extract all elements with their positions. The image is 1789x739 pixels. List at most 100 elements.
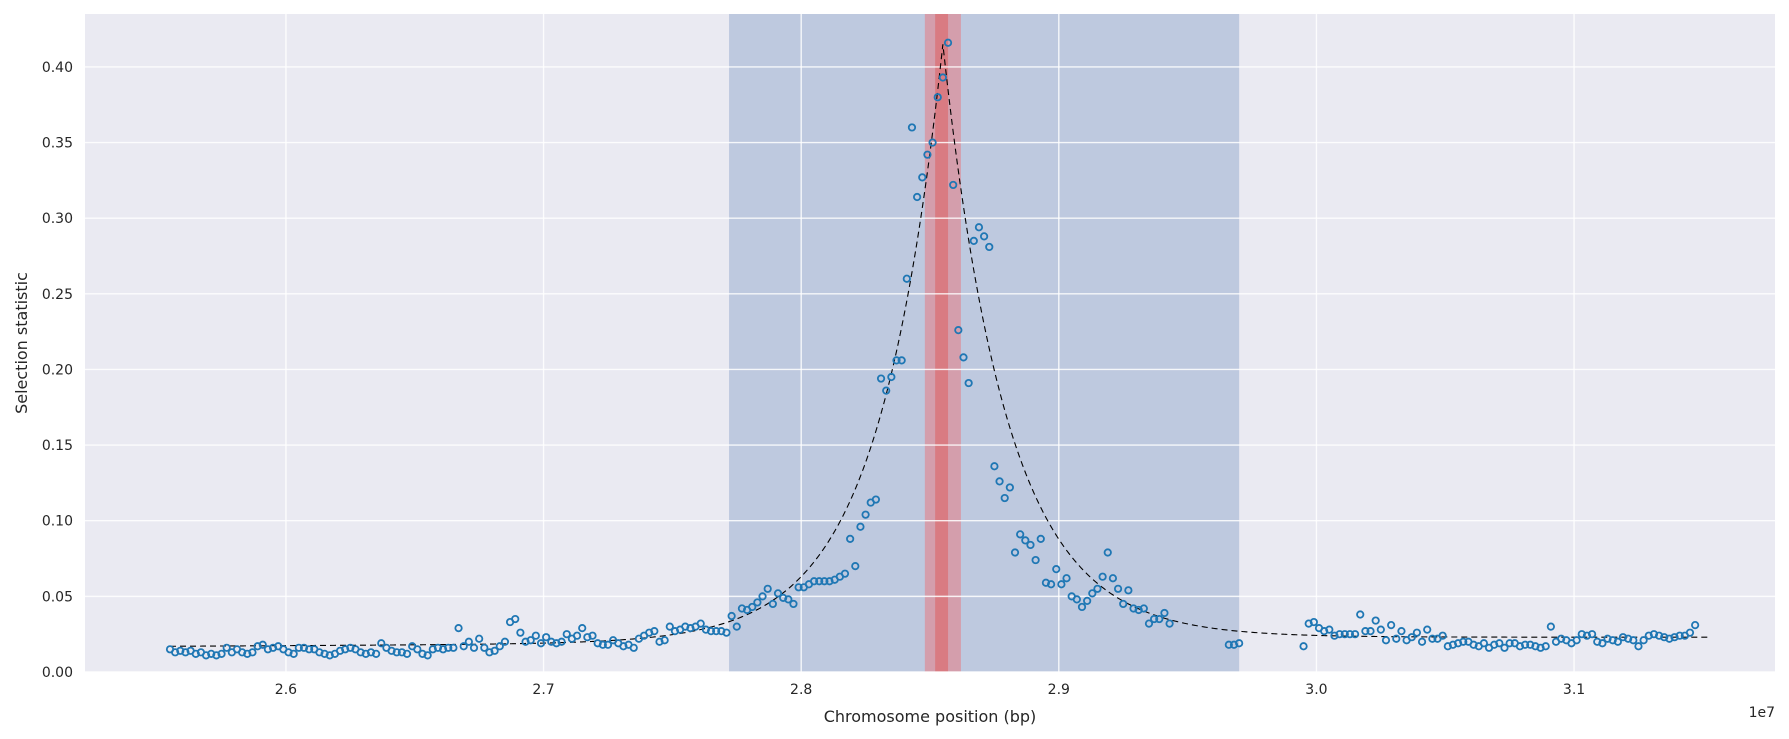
data-point-252 [1572,636,1581,645]
data-point-155 [959,353,968,362]
data-point-178 [1077,602,1087,612]
data-point-156 [964,378,973,388]
data-point-213 [1371,616,1380,625]
data-point-74 [542,633,551,642]
x-tick-label: 2.7 [532,682,554,698]
data-point-239 [1505,639,1514,648]
data-point-160 [985,242,994,252]
data-point-272 [1675,631,1684,640]
data-point-60 [469,643,479,652]
data-point-257 [1598,639,1607,648]
data-point-167 [1021,536,1030,545]
data-point-78 [562,630,571,639]
data-point-114 [748,602,757,612]
data-point-212 [1366,627,1375,636]
data-point-169 [1031,555,1040,565]
data-point-206 [1335,630,1344,639]
y-tick-label: 0.25 [42,287,73,303]
data-point-106 [706,627,716,636]
data-point-117 [763,584,772,593]
data-point-47 [402,649,412,658]
data-point-223 [1423,625,1432,634]
data-point-104 [696,619,705,628]
shaded-region-1 [729,14,1240,672]
data-point-64 [490,646,499,655]
data-point-174 [1057,580,1066,589]
fit-curve [170,44,1711,647]
data-point-109 [722,628,731,637]
data-point-230 [1459,637,1468,646]
data-point-26 [294,643,303,652]
data-point-162 [995,477,1004,486]
data-point-217 [1392,634,1401,643]
data-point-66 [500,637,510,646]
data-point-166 [1016,530,1025,539]
data-point-72 [531,631,540,640]
shaded-region-2 [924,14,961,672]
data-point-220 [1407,633,1416,642]
data-point-221 [1412,628,1422,637]
data-point-41 [372,649,381,658]
data-point-186 [1119,599,1128,609]
data-point-194 [1160,608,1169,618]
data-point-207 [1340,630,1349,639]
data-point-80 [572,631,582,640]
data-point-163 [1000,493,1009,503]
data-point-190 [1139,604,1148,613]
data-point-119 [773,589,783,598]
data-point-123 [794,583,803,592]
data-point-161 [990,462,999,471]
data-point-204 [1325,625,1334,634]
data-point-134 [851,562,860,571]
data-point-198 [1235,639,1244,648]
plot-background [85,14,1775,672]
data-point-28 [305,645,314,654]
data-point-141 [887,372,896,382]
data-point-265 [1639,636,1648,645]
data-point-242 [1521,640,1530,649]
data-point-98 [665,622,674,631]
data-point-199 [1299,642,1308,651]
data-point-142 [892,356,901,365]
data-point-58 [459,642,468,651]
data-point-195 [1165,619,1174,628]
x-axis-offset-label: 1e7 [1749,705,1775,721]
data-point-158 [974,223,984,232]
x-tick-label: 2.8 [790,682,812,698]
data-point-148 [923,150,932,159]
data-point-152 [943,38,953,47]
data-point-192 [1150,614,1159,624]
data-point-57 [454,624,463,633]
y-tick-label: 0.15 [42,438,73,454]
data-point-164 [1005,483,1014,492]
data-point-184 [1108,574,1118,583]
data-point-140 [882,386,891,395]
data-point-110 [727,611,736,621]
data-point-77 [557,637,566,646]
y-tick-label: 0.00 [42,665,73,681]
data-point-59 [464,637,473,646]
data-point-69 [516,628,525,637]
y-tick-label: 0.40 [42,60,73,76]
data-point-196 [1224,640,1233,649]
x-tick-label: 2.9 [1048,682,1070,698]
data-point-121 [784,595,793,604]
data-point-191 [1144,619,1154,628]
data-point-68 [511,614,520,624]
data-point-208 [1345,630,1355,639]
data-point-42 [377,639,386,648]
data-point-247 [1546,622,1555,631]
data-point-264 [1634,642,1643,651]
data-point-71 [526,636,535,645]
data-point-153 [949,180,958,190]
data-point-135 [856,522,865,531]
data-point-209 [1350,630,1360,639]
data-point-61 [475,634,484,643]
shaded-regions [729,14,1240,672]
data-point-226 [1438,631,1447,640]
data-point-185 [1113,584,1123,593]
data-point-149 [928,138,937,147]
data-point-179 [1083,596,1092,606]
data-point-81 [578,624,587,633]
